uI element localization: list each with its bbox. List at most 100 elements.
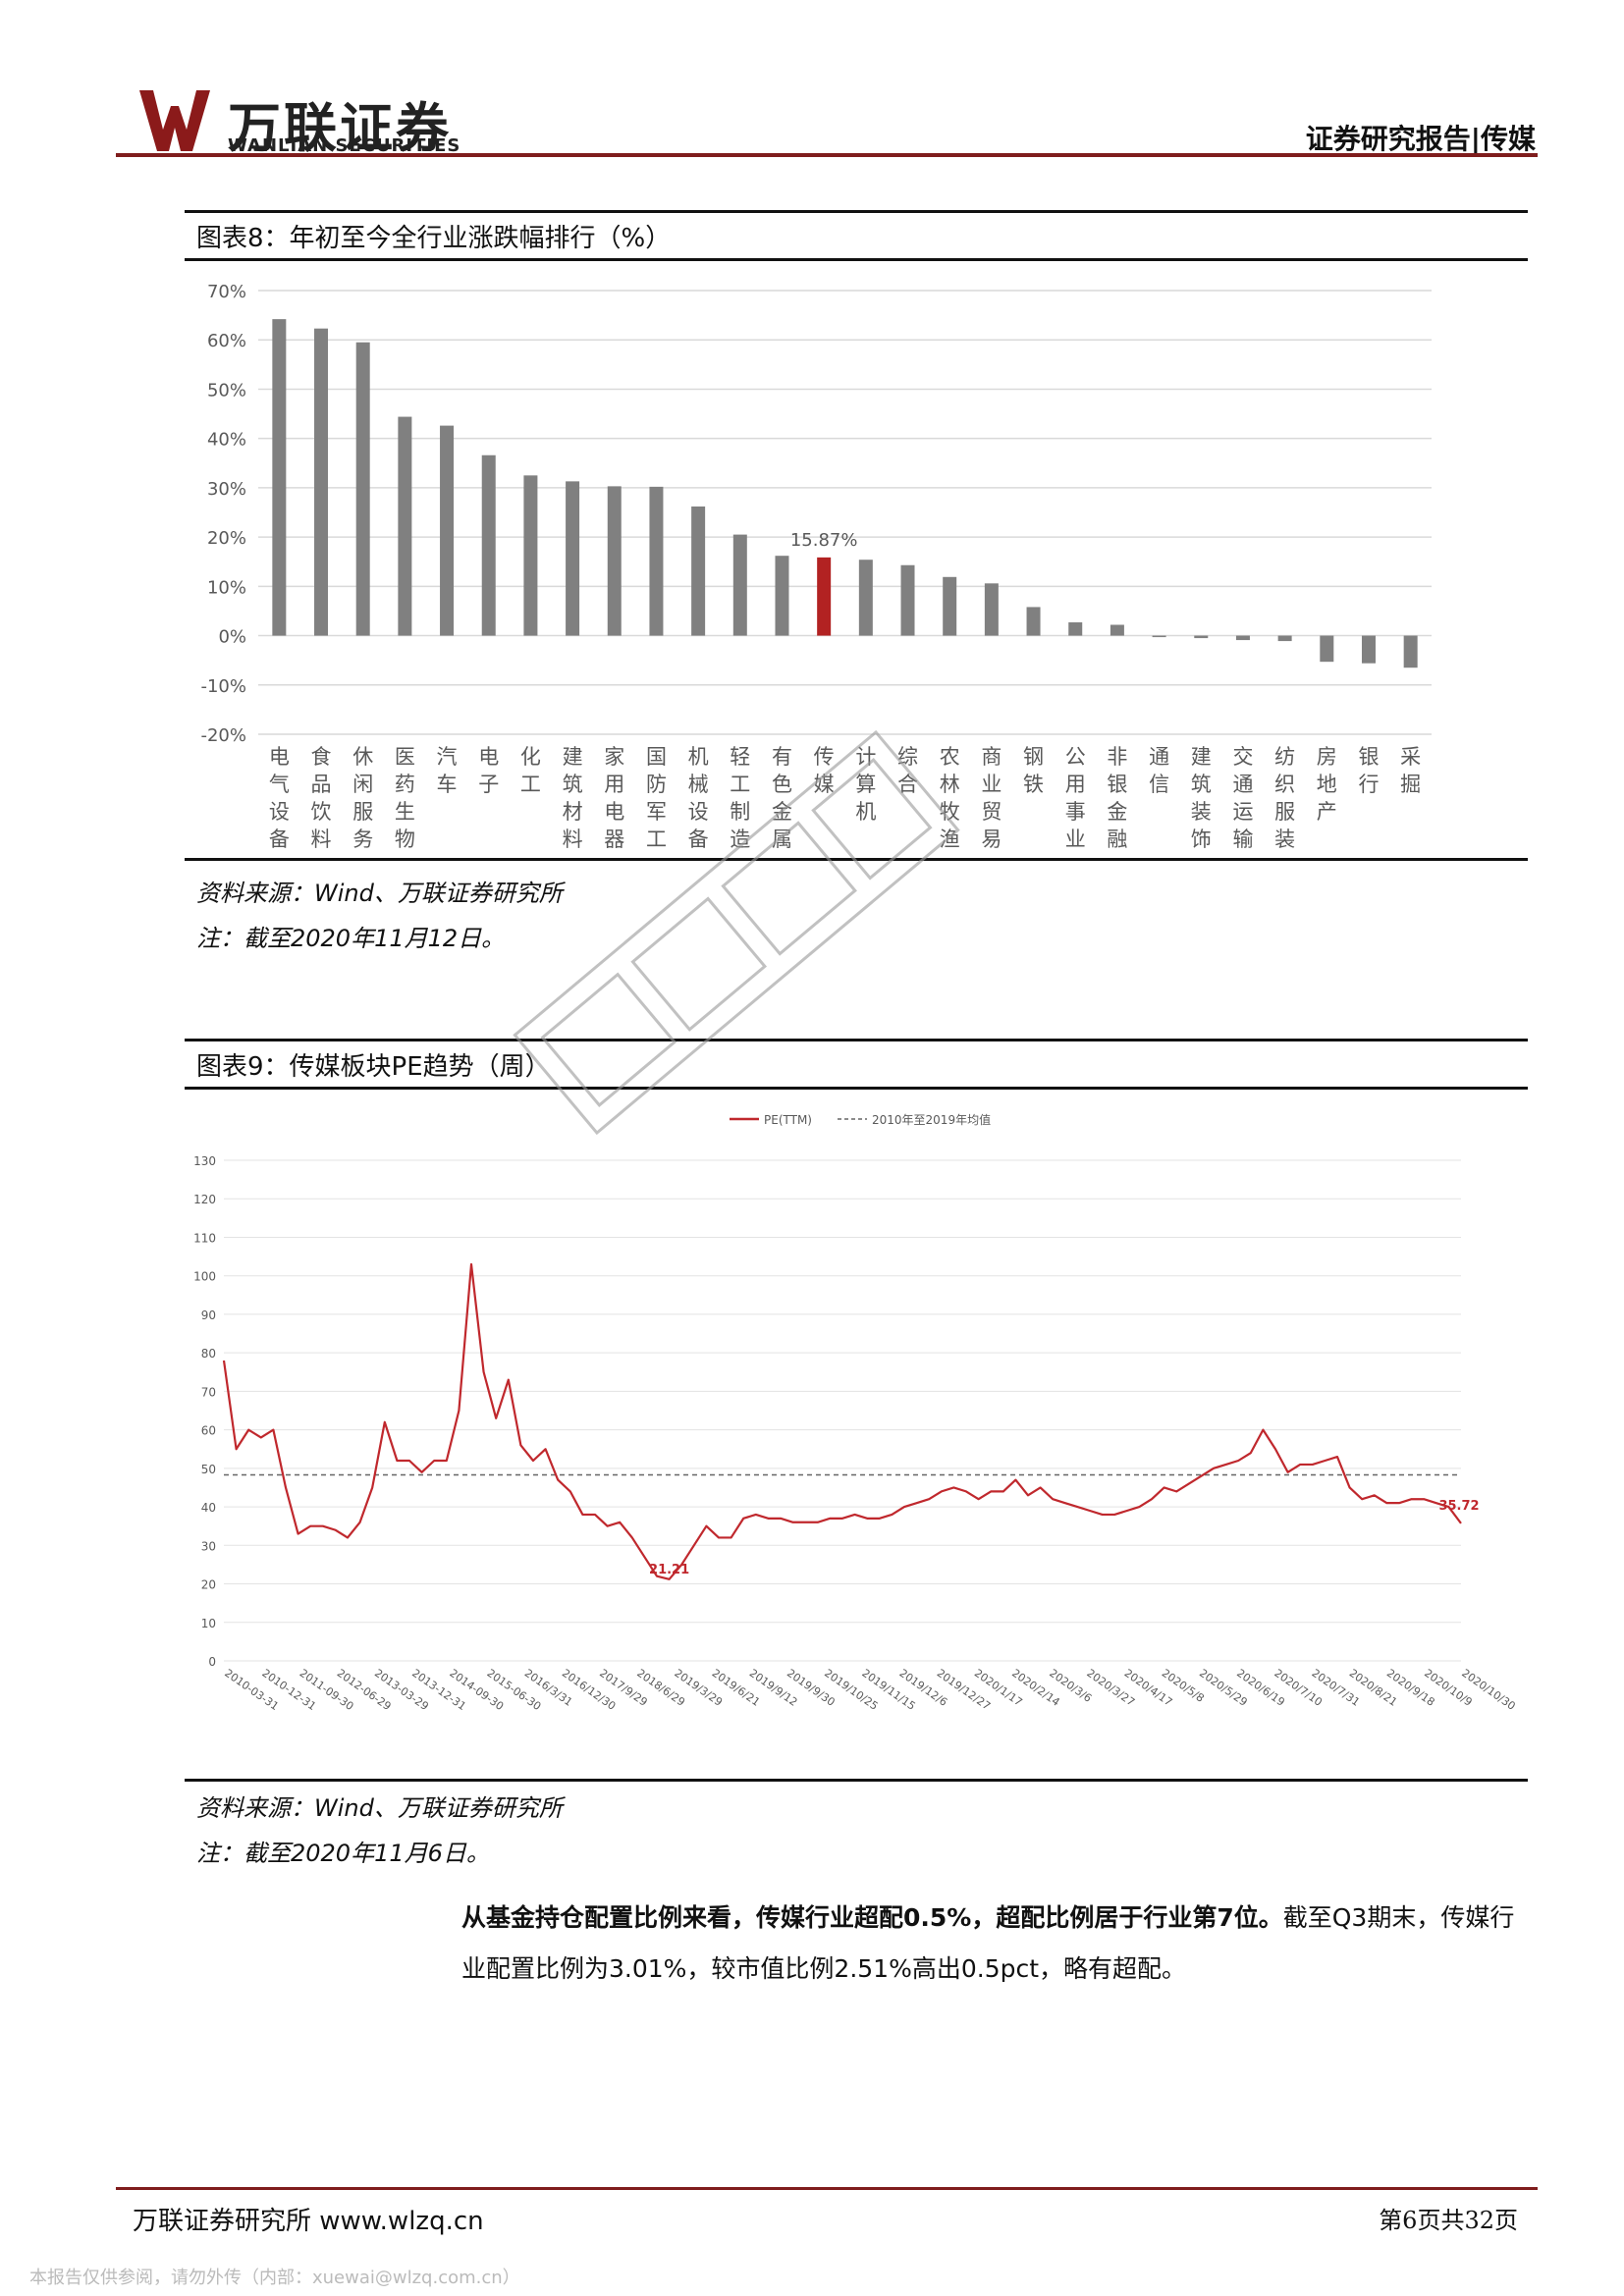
category-label-char: 金 xyxy=(1107,800,1127,824)
y-tick-label: 50% xyxy=(207,380,246,400)
category-label-char: 料 xyxy=(311,828,332,851)
bar xyxy=(817,557,832,636)
category-label-char: 银 xyxy=(1358,745,1379,769)
bar xyxy=(1068,621,1083,636)
category-label-char: 通 xyxy=(1232,773,1253,796)
bar xyxy=(1320,635,1334,663)
category-label-char: 属 xyxy=(772,828,792,851)
bar xyxy=(1194,635,1209,639)
category-label-char: 军 xyxy=(646,800,667,824)
category-label-char: 工 xyxy=(520,773,541,796)
category-label-char: 饮 xyxy=(311,800,332,824)
category-label-char: 子 xyxy=(478,773,499,796)
header-rule xyxy=(116,153,1538,157)
category-label-char: 铁 xyxy=(1023,773,1044,796)
category-label-char: 轻 xyxy=(730,745,750,769)
category-label-char: 制 xyxy=(730,800,750,824)
category-label-char: 国 xyxy=(646,745,667,769)
category-label-char: 材 xyxy=(563,800,583,824)
category-label-char: 机 xyxy=(688,745,709,769)
y-tick-label: 110 xyxy=(193,1231,216,1245)
category-label-char: 服 xyxy=(352,800,373,824)
category-label-char: 计 xyxy=(855,745,876,769)
category-label-char: 防 xyxy=(646,773,667,796)
y-tick-label: 70 xyxy=(201,1385,216,1399)
category-label-char: 闲 xyxy=(352,773,373,796)
y-tick-label: 40% xyxy=(207,430,246,451)
bar xyxy=(691,506,706,636)
download-note: 本报告仅供参阅，请勿外传（内部：xuewai@wlzq.com.cn） xyxy=(29,2268,520,2288)
category-label-char: 业 xyxy=(1065,828,1086,851)
highlight-data-label: 15.87% xyxy=(790,530,858,551)
category-label-char: 易 xyxy=(981,828,1001,851)
bar xyxy=(1403,635,1418,668)
category-label-char: 运 xyxy=(1232,800,1253,824)
category-label-char: 设 xyxy=(688,800,709,824)
bar xyxy=(900,564,915,636)
category-label-char: 装 xyxy=(1274,828,1295,851)
category-label-char: 有 xyxy=(772,745,792,769)
category-label-char: 融 xyxy=(1107,828,1127,851)
y-tick-label: 30% xyxy=(207,479,246,500)
category-label-char: 设 xyxy=(269,800,290,824)
category-label-char: 媒 xyxy=(814,773,835,796)
pe-series-line xyxy=(222,1262,1462,1580)
y-tick-label: 50 xyxy=(201,1463,216,1476)
bar xyxy=(355,342,370,636)
category-label-char: 算 xyxy=(855,773,876,796)
category-label-char: 房 xyxy=(1317,745,1337,769)
category-label-char: 银 xyxy=(1107,773,1127,796)
wanlian-logo-icon xyxy=(139,90,210,151)
category-label-char: 信 xyxy=(1149,773,1169,796)
figure8-title-bar xyxy=(185,210,1528,261)
y-tick-label: -20% xyxy=(200,725,246,746)
y-tick-label: 20 xyxy=(201,1578,216,1592)
category-label-char: 农 xyxy=(940,745,960,769)
bar xyxy=(523,475,538,636)
legend-pe-label: PE(TTM) xyxy=(764,1113,812,1127)
category-label-char: 传 xyxy=(814,745,835,769)
category-label-char: 造 xyxy=(730,828,750,851)
figure8-bottom-rule xyxy=(185,858,1528,861)
bar xyxy=(775,556,789,636)
bar xyxy=(732,534,747,636)
y-tick-label: 40 xyxy=(201,1501,216,1515)
category-label-char: 用 xyxy=(1065,773,1086,796)
figure8-bar-chart: 70%60%50%40%30%20%10%0%-10%-20%电气设备食品饮料休… xyxy=(200,282,1432,851)
report-header-title: 证券研究报告|传媒 xyxy=(1305,123,1536,155)
category-label-char: 商 xyxy=(981,745,1001,769)
category-label-char: 药 xyxy=(395,773,415,796)
figure8-note: 注：截至2020年11月12日。 xyxy=(196,925,506,952)
category-label-char: 采 xyxy=(1400,745,1421,769)
y-tick-label: 60 xyxy=(201,1424,216,1438)
paragraph-text: 截至Q3期末，传媒行业配置比例为3.01%，较市值比例2.51%高出0.5pct… xyxy=(461,1903,1515,1983)
footer-rule xyxy=(116,2187,1538,2190)
min-data-label: 21.21 xyxy=(649,1563,689,1577)
category-label-char: 非 xyxy=(1107,745,1127,769)
figure8-title: 图表8：年初至今全行业涨跌幅排行（%） xyxy=(196,224,672,253)
bar xyxy=(314,328,329,636)
y-tick-label: 100 xyxy=(193,1270,216,1284)
y-tick-label: -10% xyxy=(200,676,246,697)
figure9-source: 资料来源：Wind、万联证券研究所 xyxy=(196,1794,563,1822)
bar xyxy=(858,560,873,636)
bar xyxy=(398,416,412,636)
bar xyxy=(1152,635,1166,638)
category-label-char: 备 xyxy=(688,828,709,851)
category-label-char: 色 xyxy=(772,773,792,796)
category-label-char: 通 xyxy=(1149,745,1169,769)
category-label-char: 建 xyxy=(1191,745,1212,769)
category-label-char: 电 xyxy=(604,800,624,824)
category-label-char: 器 xyxy=(604,828,624,851)
paragraph-bold-lead: 从基金持仓配置比例来看，传媒行业超配0.5%，超配比例居于行业第7位。 xyxy=(461,1903,1283,1932)
y-tick-label: 90 xyxy=(201,1308,216,1322)
category-label-char: 用 xyxy=(604,773,624,796)
category-label-char: 家 xyxy=(604,745,624,769)
category-label-char: 输 xyxy=(1232,828,1253,851)
figure9-title: 图表9：传媒板块PE趋势（周） xyxy=(196,1052,551,1082)
category-label-char: 备 xyxy=(269,828,290,851)
category-label-char: 贸 xyxy=(981,800,1001,824)
category-label-char: 筑 xyxy=(563,773,583,796)
y-tick-label: 70% xyxy=(207,282,246,302)
category-label-char: 金 xyxy=(772,800,792,824)
